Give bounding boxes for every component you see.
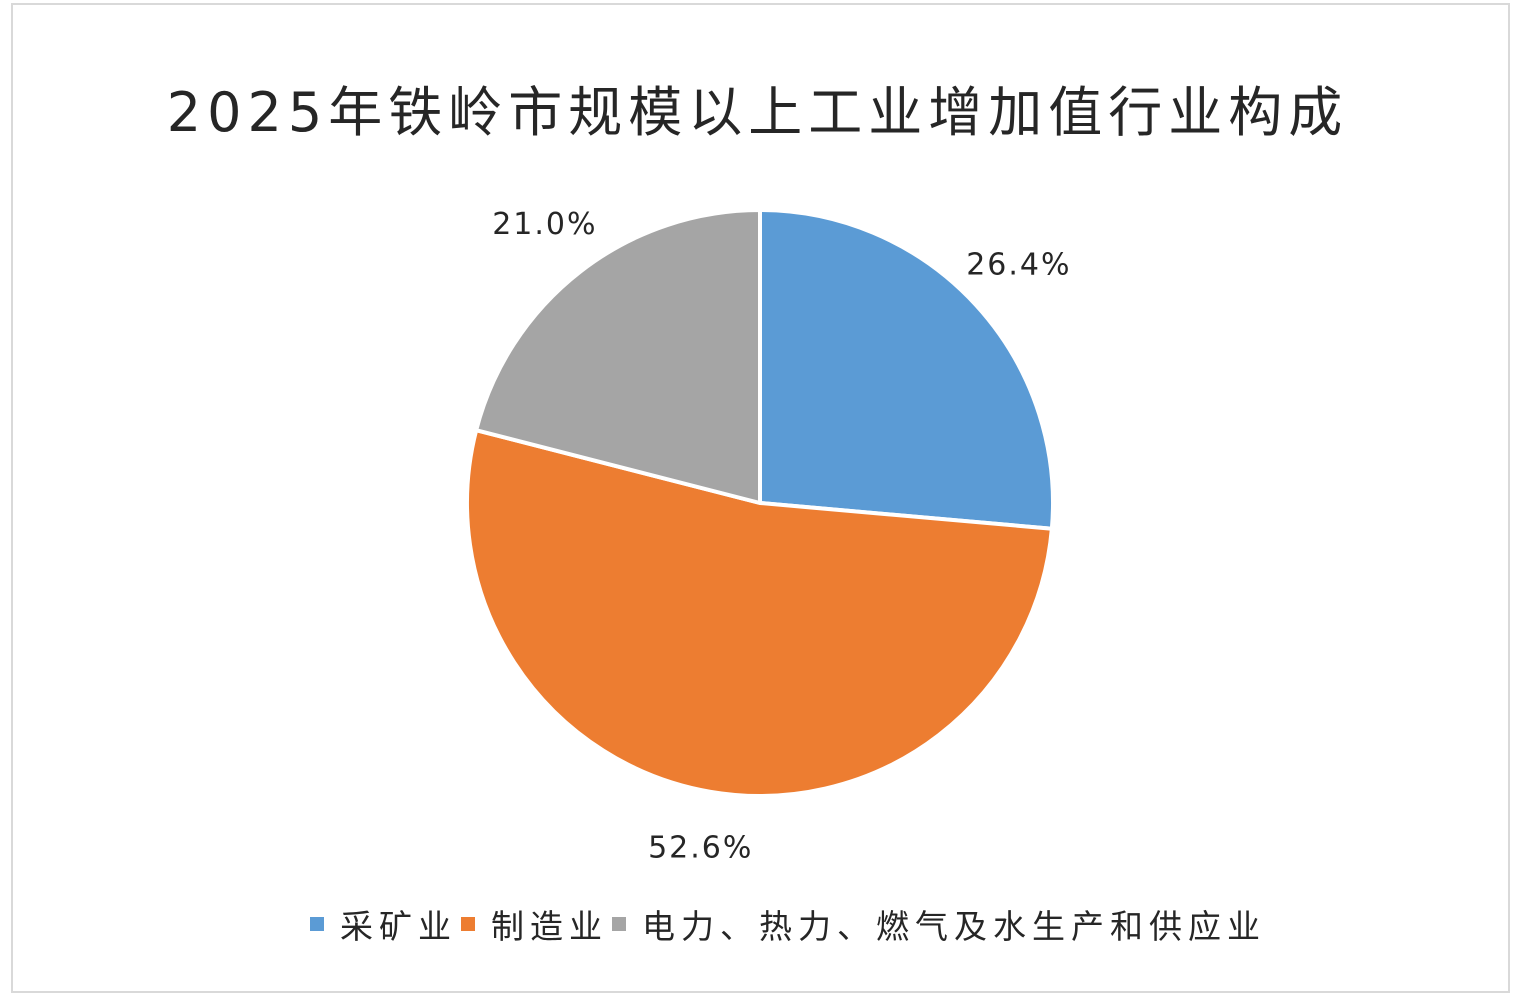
data-label-mining: 26.4% — [966, 247, 1071, 282]
legend: 采矿业 制造业 电力、热力、燃气及水生产和供应业 — [0, 900, 1515, 948]
legend-item-mining: 采矿业 — [310, 900, 457, 948]
legend-label-mining: 采矿业 — [340, 907, 457, 946]
legend-item-manufacturing: 制造业 — [461, 900, 608, 948]
legend-swatch-utilities — [612, 917, 626, 931]
data-label-utilities: 21.0% — [492, 207, 597, 242]
data-label-manufacturing: 52.6% — [648, 830, 753, 865]
pie-slice-manufacturing — [465, 428, 1054, 798]
chart-title: 2025年铁岭市规模以上工业增加值行业构成 — [166, 81, 1349, 144]
legend-label-manufacturing: 制造业 — [491, 907, 608, 946]
pie-slice-mining — [758, 208, 1055, 531]
legend-swatch-manufacturing — [461, 917, 475, 931]
legend-item-utilities: 电力、热力、燃气及水生产和供应业 — [612, 900, 1266, 948]
legend-label-utilities: 电力、热力、燃气及水生产和供应业 — [642, 907, 1266, 946]
pie-slice-utilities — [474, 208, 762, 505]
legend-swatch-mining — [310, 917, 324, 931]
